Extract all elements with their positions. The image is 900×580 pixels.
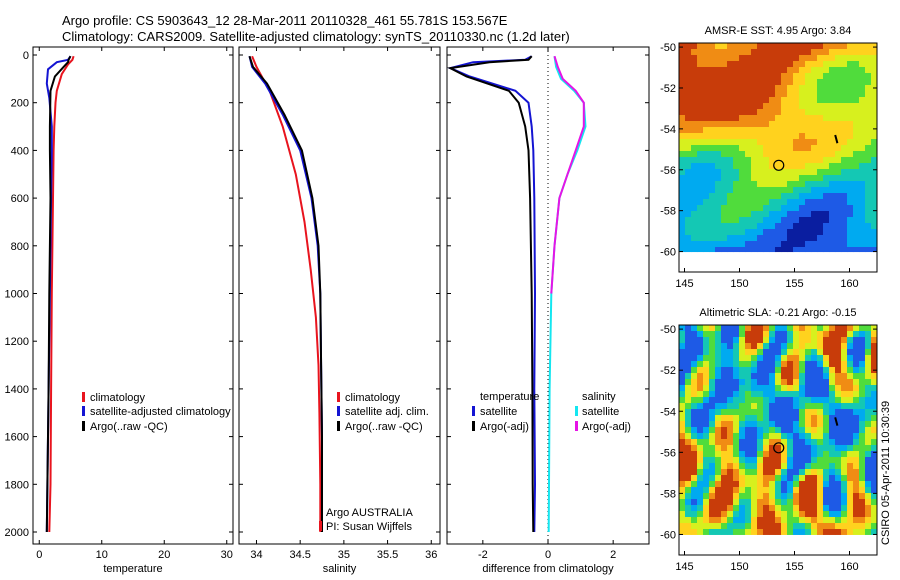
plot-frame [32, 46, 234, 545]
legend-swatch [82, 406, 85, 416]
profile-panel-1: 0 200 400 600 800 1000 1200 1400 1600 1800 2000 0 10… [5, 46, 234, 575]
float-position-marker [773, 159, 785, 171]
y-tick-label: 400 [11, 145, 29, 157]
x-tick-label: 155 [785, 278, 803, 290]
legend-swatch [575, 406, 578, 416]
x-tick-label: 0 [545, 549, 551, 561]
legend-label: satellite adj. clim. [345, 406, 429, 418]
y-tick-label: -56 [660, 165, 676, 177]
y-tick-label: -56 [660, 447, 676, 459]
legend-swatch [82, 421, 85, 431]
x-tick-label: 36 [425, 549, 437, 561]
y-tick-label: 1400 [5, 384, 29, 396]
y-tick-label: 1000 [5, 289, 29, 301]
map-title: AMSR-E SST: 4.95 Argo: 3.84 [705, 25, 852, 37]
x-tick-label: 34 [250, 549, 262, 561]
legend-heading-temperature: temperature [480, 391, 539, 403]
legend-label: satellite [480, 406, 517, 418]
y-tick-label: -50 [660, 324, 676, 336]
legend-label: Argo(-adj) [480, 421, 529, 433]
x-axis-label: salinity [323, 563, 357, 575]
y-tick-label: 800 [11, 241, 29, 253]
y-tick-label: -52 [660, 365, 676, 377]
x-tick-label: 2 [610, 549, 616, 561]
x-axis-label: temperature [103, 563, 162, 575]
legend-label: satellite-adjusted climatology [90, 406, 231, 418]
legend-label: climatology [345, 392, 401, 404]
profile-panel-3: -2 0 2 difference from climatology temperatu… [446, 46, 650, 575]
y-tick-label: -58 [660, 488, 676, 500]
series-line-1 [48, 55, 75, 533]
y-tick-label: -50 [660, 42, 676, 54]
x-tick-label: 35 [338, 549, 350, 561]
y-tick-label: -52 [660, 83, 676, 95]
float-track-mark [834, 417, 839, 426]
map-panel-1: AMSR-E SST: 4.95 Argo: 3.84 145 150 155 160 -… [660, 25, 878, 290]
x-tick-label: 145 [675, 278, 693, 290]
legend-swatch [575, 421, 578, 431]
map-color-field [679, 43, 878, 253]
legend-label: satellite [582, 406, 619, 418]
figure-title-line-1: Argo profile: CS 5903643_12 28-Mar-2011 … [62, 13, 508, 28]
annotation-institution: Argo AUSTRALIA [326, 507, 413, 519]
legend-label: Argo(-adj) [582, 421, 631, 433]
timestamp-stamp: CSIRO 05-Apr-2011 10:30:39 [880, 400, 892, 545]
x-tick-label: 35.5 [377, 549, 398, 561]
x-axis-label: difference from climatology [482, 563, 614, 575]
y-tick-label: 200 [11, 98, 29, 110]
legend-swatch [337, 406, 340, 416]
legend-label: Argo(..raw -QC) [90, 421, 168, 433]
x-tick-label: 160 [840, 278, 858, 290]
y-tick-label: -60 [660, 529, 676, 541]
series-line-3 [45, 55, 72, 533]
legend-swatch [472, 421, 475, 431]
series-line-2 [447, 55, 535, 533]
legend-label: Argo(..raw -QC) [345, 421, 423, 433]
map-color-field [679, 325, 878, 535]
plot-frame [238, 46, 441, 545]
y-tick-label: -54 [660, 406, 676, 418]
legend-swatch [337, 392, 340, 402]
legend-heading-salinity: salinity [582, 391, 616, 403]
map-title: Altimetric SLA: -0.21 Argo: -0.15 [699, 307, 856, 319]
legend-swatch [82, 392, 85, 402]
x-tick-label: -2 [478, 549, 488, 561]
map-border [678, 324, 878, 556]
series-line-4 [550, 55, 585, 294]
x-tick-label: 160 [840, 561, 858, 573]
map-border [678, 42, 878, 273]
x-tick-label: 30 [221, 549, 233, 561]
y-tick-label: 2000 [5, 527, 29, 539]
x-tick-label: 155 [785, 561, 803, 573]
y-tick-label: 600 [11, 193, 29, 205]
legend-swatch [472, 406, 475, 416]
pi-marker [319, 521, 322, 531]
float-track-mark [834, 134, 839, 144]
series-line-3 [248, 55, 323, 532]
x-tick-label: 10 [96, 549, 108, 561]
float-position-marker [773, 442, 785, 454]
x-tick-label: 145 [675, 561, 693, 573]
figure-title-line-2: Climatology: CARS2009. Satellite-adjuste… [62, 29, 570, 44]
legend-swatch [337, 421, 340, 431]
map-panel-2: Altimetric SLA: -0.21 Argo: -0.15 145 150 1… [660, 307, 878, 573]
x-tick-label: 0 [36, 549, 42, 561]
y-tick-label: 1600 [5, 432, 29, 444]
x-tick-label: 34.5 [289, 549, 310, 561]
y-tick-label: 0 [23, 50, 29, 62]
y-tick-label: 1800 [5, 479, 29, 491]
x-tick-label: 150 [730, 278, 748, 290]
y-tick-label: -60 [660, 247, 676, 259]
y-tick-label: -58 [660, 206, 676, 218]
x-tick-label: 20 [158, 549, 170, 561]
x-tick-label: 150 [730, 561, 748, 573]
series-line-1 [447, 55, 537, 533]
annotation-pi: PI: Susan Wijffels [326, 521, 412, 533]
y-tick-label: 1200 [5, 336, 29, 348]
profile-panel-2: 34 34.5 35 35.5 36 salinity climatology satelli… [238, 46, 441, 575]
legend-label: climatology [90, 392, 146, 404]
y-tick-label: -54 [660, 124, 676, 136]
